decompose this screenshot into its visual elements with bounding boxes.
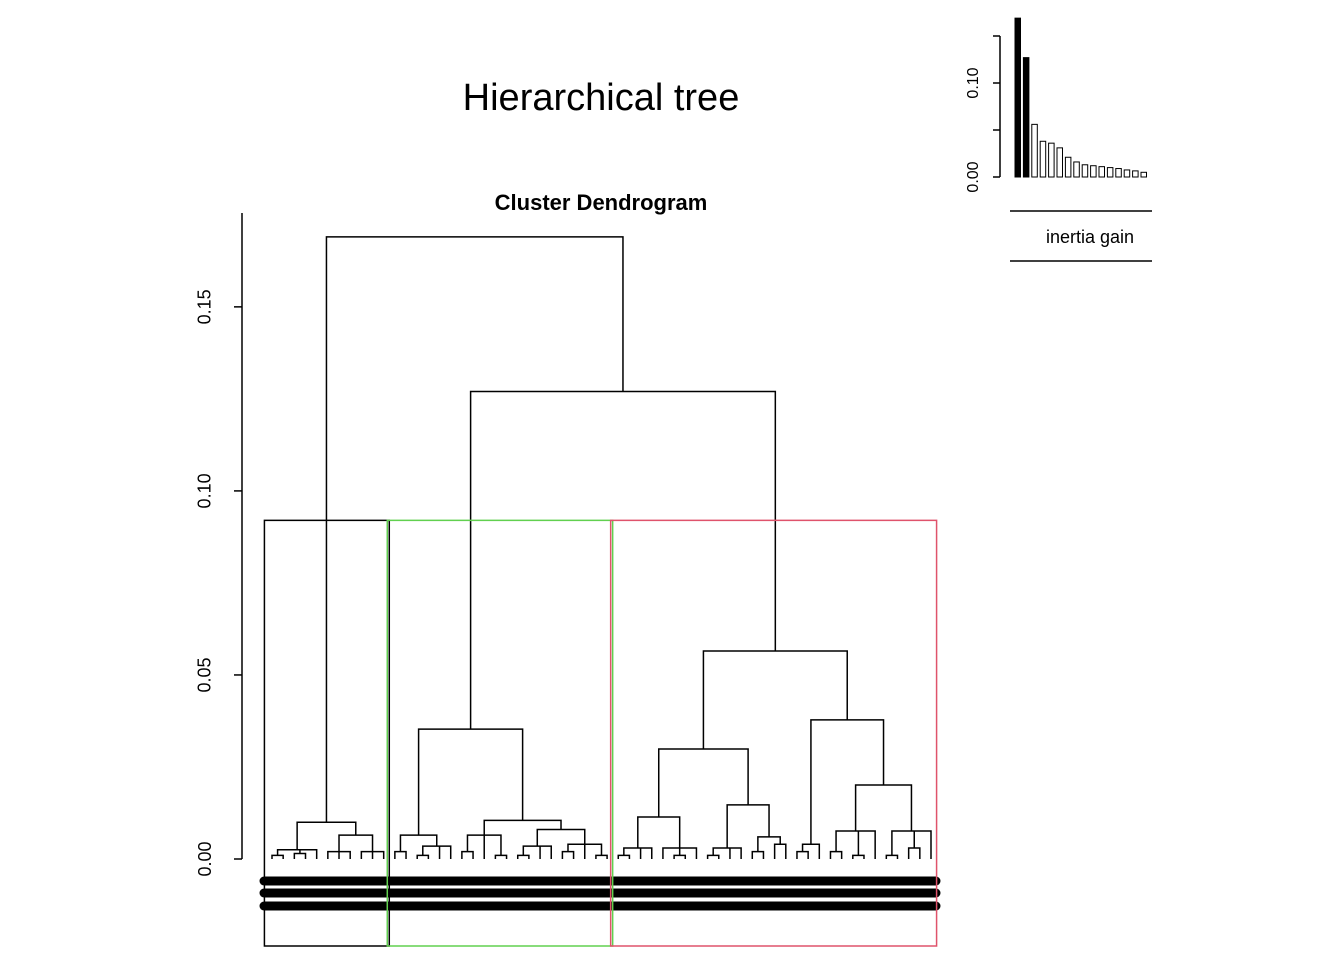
- dendrogram-link: [829, 850, 843, 859]
- y-tick-label: 0.10: [195, 473, 215, 508]
- bar: [1123, 169, 1131, 178]
- bar: [1064, 156, 1072, 178]
- y-tick-label: 0.00: [195, 841, 215, 876]
- bar: [1048, 142, 1055, 178]
- dendrogram-link: [325, 236, 624, 823]
- cluster-rect: [263, 519, 391, 947]
- bar: [1132, 170, 1139, 178]
- dendrogram-link: [561, 850, 575, 859]
- y-tick-label: 0.10: [965, 67, 982, 98]
- bar: [1081, 164, 1089, 178]
- dendrogram-link: [662, 847, 698, 859]
- dendrogram-link: [852, 854, 865, 859]
- dendrogram-link: [461, 850, 474, 859]
- dendrogram-link: [810, 719, 885, 845]
- dendrogram-link: [623, 847, 653, 859]
- bar: [1014, 17, 1021, 178]
- bar: [1073, 161, 1080, 178]
- dendrogram-link: [416, 854, 430, 859]
- dendrogram-link: [757, 836, 781, 852]
- dendrogram-link: [907, 847, 921, 859]
- dendrogram-link: [516, 854, 530, 859]
- dendrogram-link: [712, 847, 742, 859]
- page-title: Hierarchical tree: [463, 77, 740, 119]
- dendrogram-link: [702, 650, 848, 749]
- leaf-labels: [259, 876, 941, 911]
- dendrogram-link: [394, 850, 407, 859]
- bar: [1115, 168, 1122, 178]
- dendrogram-link: [296, 821, 357, 850]
- cluster-rect: [609, 519, 938, 947]
- dendrogram-link: [494, 854, 508, 859]
- dendrogram-link: [399, 834, 438, 852]
- dendrogram-link: [483, 819, 562, 836]
- dendrogram-link: [276, 849, 318, 859]
- bar: [1031, 123, 1038, 178]
- dendrogram-link: [271, 854, 284, 859]
- dendrogram-link: [293, 852, 307, 859]
- dendrogram-link: [360, 850, 385, 859]
- dendrogram-link: [854, 784, 913, 832]
- dendrogram-link: [751, 850, 765, 859]
- dendrogram-link: [617, 854, 631, 859]
- dendrogram-link: [327, 850, 351, 859]
- dendrogram-link: [657, 748, 749, 818]
- dendrogram-link: [595, 854, 608, 859]
- dendrogram-link: [637, 816, 681, 848]
- bar: [1098, 166, 1105, 178]
- dendrogram-link: [706, 854, 720, 859]
- y-tick-label: 0.00: [965, 161, 982, 192]
- chart-title: Cluster Dendrogram: [495, 190, 708, 215]
- dendrogram-link: [773, 843, 787, 859]
- dendrogram-link: [885, 854, 899, 859]
- dendrogram-link: [673, 854, 687, 859]
- dendrogram-link: [338, 834, 374, 852]
- y-tick-label: 0.15: [195, 289, 215, 324]
- bar: [1090, 165, 1097, 178]
- dendrogram-link: [417, 728, 524, 836]
- dendrogram-link: [536, 828, 586, 847]
- dendrogram-link: [726, 804, 770, 848]
- y-tick-label: 0.05: [195, 657, 215, 692]
- inset-label: inertia gain: [1046, 227, 1134, 247]
- bar: [1056, 147, 1063, 178]
- cluster-rect: [386, 519, 614, 947]
- bar: [1140, 171, 1147, 178]
- bar: [1022, 57, 1030, 178]
- dendrogram-link: [422, 845, 452, 859]
- dendrogram-link: [522, 845, 552, 859]
- dendrogram-link: [469, 390, 777, 730]
- bar: [1039, 140, 1047, 178]
- bar: [1106, 167, 1114, 178]
- dendrogram-link: [796, 850, 809, 859]
